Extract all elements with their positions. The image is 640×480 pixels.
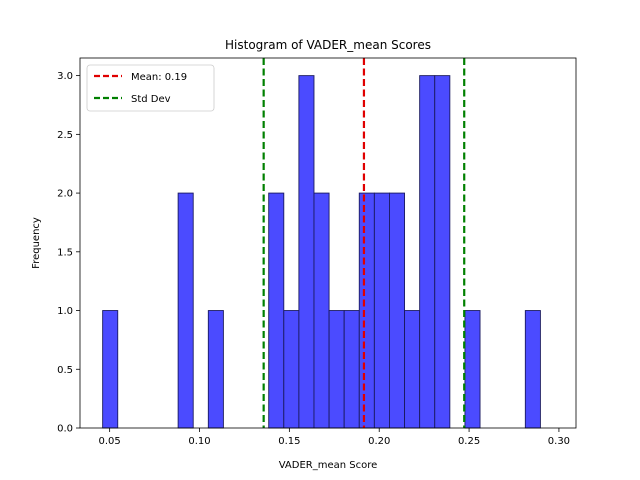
histogram-bar (343, 310, 360, 429)
y-tick-label: 2.5 (57, 130, 73, 141)
x-tick-label: 0.15 (278, 436, 300, 447)
chart-title: Histogram of VADER_mean Scores (225, 38, 431, 52)
histogram-bar (102, 310, 119, 429)
histogram-bar (358, 192, 375, 429)
x-tick-label: 0.30 (548, 436, 570, 447)
histogram-bar (464, 310, 481, 429)
legend: Mean: 0.19 Std Dev (86, 64, 215, 112)
y-tick-label: 0.5 (57, 365, 73, 376)
y-tick-label: 2.0 (57, 189, 73, 200)
histogram-bar (283, 310, 300, 429)
x-axis-label: VADER_mean Score (279, 460, 378, 471)
y-tick-label: 0.0 (57, 424, 73, 435)
legend-mean-label: Mean: 0.19 (131, 72, 187, 83)
histogram-bar (313, 192, 330, 429)
histogram-bar (268, 192, 285, 429)
legend-box (86, 64, 215, 112)
y-axis-label: Frequency (31, 217, 42, 269)
legend-std-label: Std Dev (131, 94, 171, 105)
histogram-bar (404, 310, 421, 429)
histogram-bar (373, 192, 390, 429)
x-axis-ticks: 0.05 0.10 0.15 0.20 0.25 0.30 (99, 428, 570, 447)
x-tick-label: 0.10 (188, 436, 210, 447)
y-tick-label: 1.5 (57, 247, 73, 258)
x-tick-label: 0.05 (99, 436, 121, 447)
y-tick-label: 3.0 (57, 71, 73, 82)
histogram-bar (419, 75, 436, 429)
y-tick-label: 1.0 (57, 306, 73, 317)
y-axis-ticks: 0.0 0.5 1.0 1.5 2.0 2.5 3.0 (57, 71, 80, 435)
x-tick-label: 0.20 (368, 436, 390, 447)
plot-frame (79, 57, 577, 429)
histogram-bar (298, 75, 315, 429)
x-tick-label: 0.25 (458, 436, 480, 447)
histogram-bar (328, 310, 345, 429)
histogram-bar (434, 75, 451, 429)
histogram-bar (207, 310, 224, 429)
histogram-bar (177, 192, 194, 429)
histogram-bar (524, 310, 541, 429)
reference-lines (262, 58, 466, 428)
histogram-bar (389, 192, 406, 429)
